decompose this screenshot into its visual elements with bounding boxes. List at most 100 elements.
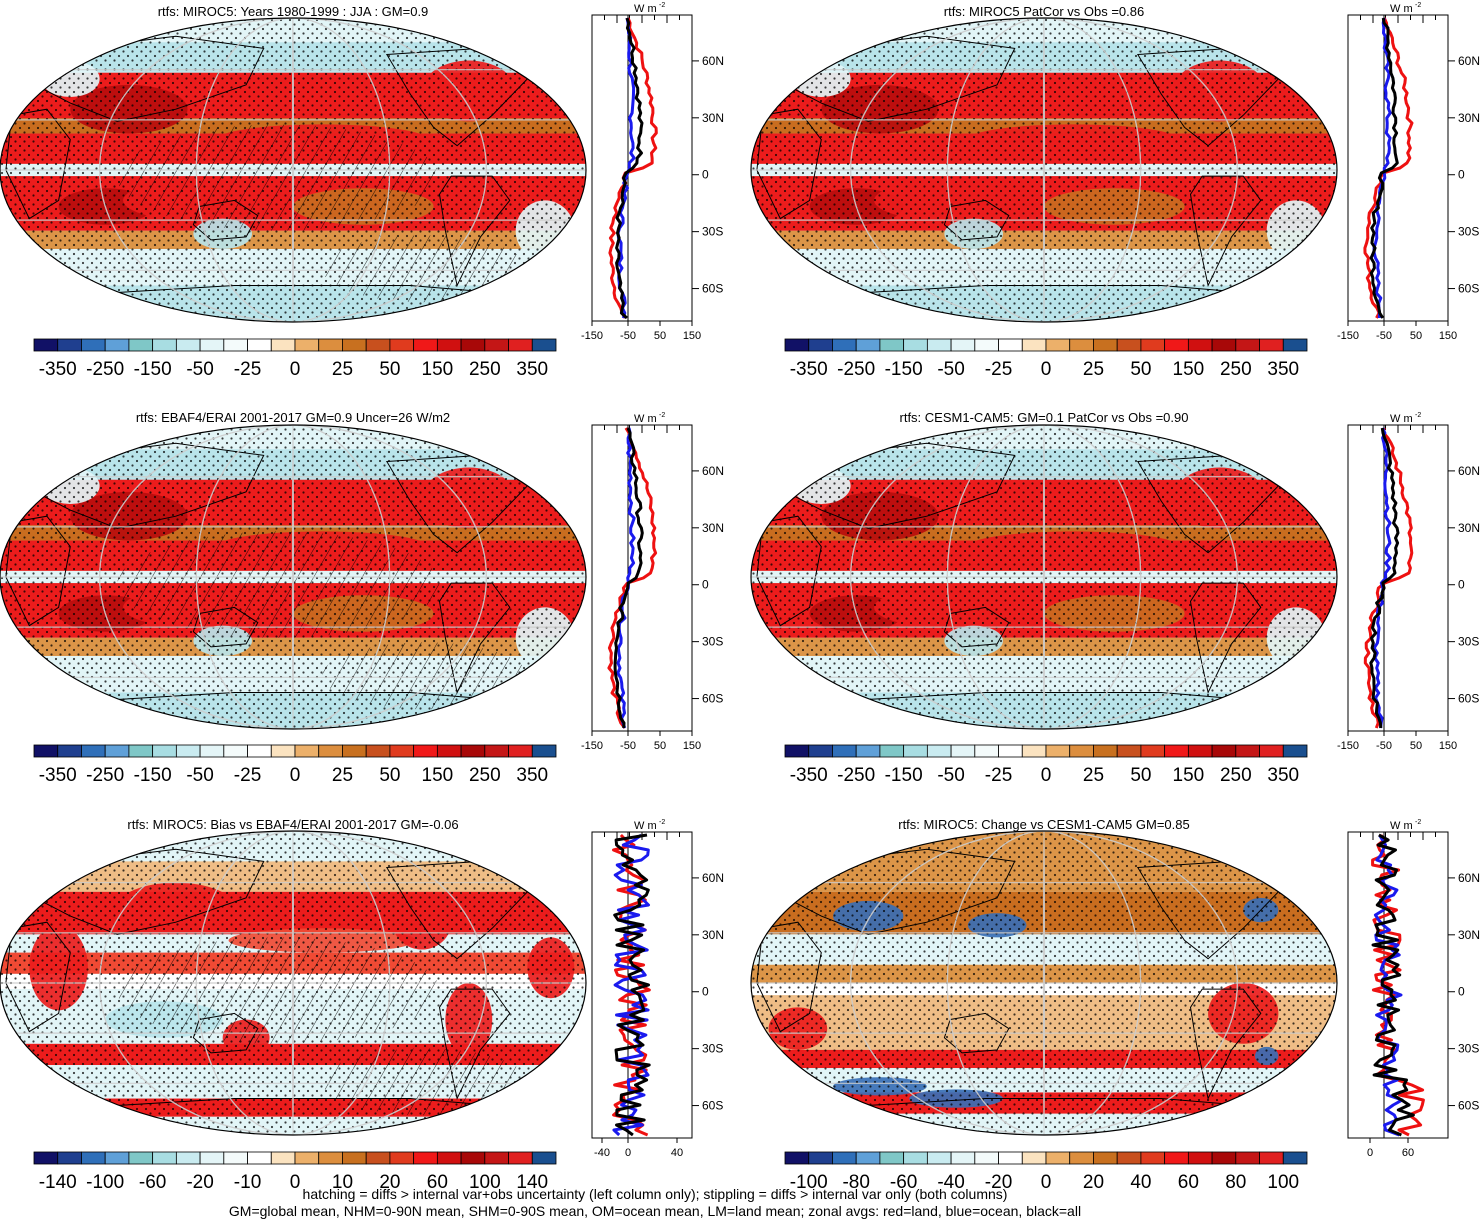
zonal-lat-label: 60S bbox=[1458, 282, 1479, 296]
map-field bbox=[0, 831, 586, 1135]
zonal-lat-label: 30N bbox=[1458, 521, 1480, 535]
colorbar-swatch bbox=[247, 338, 272, 352]
colorbar-swatch bbox=[365, 744, 391, 758]
colorbar-swatch bbox=[199, 1151, 225, 1165]
colorbar-swatch bbox=[81, 744, 106, 758]
zonal-line-land bbox=[607, 427, 658, 729]
zonal-lat-label: 30N bbox=[702, 928, 724, 942]
map-field bbox=[0, 18, 586, 322]
colorbar-swatch bbox=[950, 338, 976, 352]
map-outline bbox=[0, 424, 587, 730]
colorbar-label: -60 bbox=[139, 1172, 166, 1193]
colorbar-label: 50 bbox=[1130, 359, 1151, 380]
zonal-lat-label: 0 bbox=[1458, 985, 1465, 999]
zonal-line-ocean bbox=[1372, 427, 1392, 729]
graticule bbox=[0, 425, 586, 729]
graticule-lon bbox=[1042, 18, 1046, 322]
colorbar-label: 20 bbox=[379, 1172, 400, 1193]
map-field bbox=[751, 425, 1337, 729]
colorbar-swatch bbox=[998, 744, 1023, 758]
colorbar-swatch bbox=[175, 338, 201, 352]
colorbar-swatch bbox=[974, 338, 999, 352]
colorbar-label: 25 bbox=[332, 359, 353, 380]
colorbar-swatch bbox=[247, 744, 272, 758]
panel-2: rtfs: MIROC5 PatCor vs Obs =0.86 W m -2 60N… bbox=[750, 2, 1480, 380]
zonal-xtick-label: -150 bbox=[581, 740, 603, 752]
colorbar-swatch bbox=[270, 338, 296, 352]
colorbar-swatch bbox=[270, 744, 296, 758]
zonal-lat-label: 30S bbox=[702, 1042, 723, 1056]
zonal-lat-label: 30N bbox=[1458, 928, 1480, 942]
map-outline bbox=[0, 830, 587, 1136]
zonal-units-sup: -2 bbox=[1415, 819, 1421, 826]
graticule-lon bbox=[99, 425, 487, 729]
colorbar-swatch bbox=[294, 338, 320, 352]
colorbar-swatch bbox=[199, 744, 225, 758]
colorbar-label: 350 bbox=[516, 765, 548, 786]
colorbar-swatch bbox=[57, 1151, 82, 1165]
colorbar-swatch bbox=[1093, 744, 1118, 758]
colorbar-swatch bbox=[879, 1151, 905, 1165]
graticule-lon bbox=[946, 831, 1142, 1135]
colorbar-swatch bbox=[1259, 338, 1284, 352]
colorbar-swatch bbox=[903, 744, 928, 758]
zonal-lat-label: 30N bbox=[702, 521, 724, 535]
colorbar-label: 150 bbox=[422, 359, 454, 380]
zonal-units-sup: -2 bbox=[659, 819, 665, 826]
zonal-lat-label: 60N bbox=[702, 54, 724, 68]
colorbar-swatch bbox=[1093, 1151, 1118, 1165]
colorbar-label: 0 bbox=[290, 1172, 301, 1193]
colorbar-swatch bbox=[1282, 1151, 1308, 1165]
zonal-xtick-label: 150 bbox=[683, 740, 701, 752]
colorbar-label: -250 bbox=[837, 765, 875, 786]
zonal-line-land bbox=[1363, 17, 1414, 319]
colorbar-swatch bbox=[508, 338, 533, 352]
zonal-xtick-label: -50 bbox=[1376, 330, 1392, 342]
colorbar-swatch bbox=[855, 338, 881, 352]
colorbar-label: -80 bbox=[842, 1172, 869, 1193]
colorbar-label: 25 bbox=[332, 765, 353, 786]
colorbar-swatch bbox=[199, 338, 225, 352]
zonal-lat-label: 60S bbox=[1458, 1099, 1479, 1113]
zonal-line-land bbox=[608, 17, 658, 319]
colorbar-label: -250 bbox=[86, 359, 124, 380]
zonal-lat-label: 60N bbox=[702, 871, 724, 885]
zonal-units-sup: -2 bbox=[659, 412, 665, 419]
colorbar-label: 80 bbox=[1225, 1172, 1246, 1193]
colorbar-swatch bbox=[1164, 338, 1189, 352]
hatching bbox=[117, 531, 440, 638]
colorbar-swatch bbox=[318, 744, 343, 758]
colorbar-swatch bbox=[223, 1151, 248, 1165]
colorbar-swatch bbox=[1259, 744, 1284, 758]
colorbar-label: -350 bbox=[790, 359, 828, 380]
colorbar-swatch bbox=[903, 338, 928, 352]
zonal-xtick-label: 40 bbox=[671, 1147, 683, 1159]
map-outline bbox=[750, 424, 1338, 730]
colorbar-swatch bbox=[1235, 744, 1260, 758]
colorbar-swatch bbox=[104, 744, 130, 758]
zonal-lat-label: 30S bbox=[1458, 1042, 1479, 1056]
colorbar-label: -50 bbox=[186, 765, 213, 786]
footer-caption: hatching = diffs > internal var+obs unce… bbox=[0, 1186, 1310, 1220]
colorbar-label: -40 bbox=[937, 1172, 964, 1193]
graticule-lon bbox=[1042, 425, 1046, 729]
colorbar-swatch bbox=[531, 1151, 557, 1165]
zonal-lat-label: 60N bbox=[702, 464, 724, 478]
zonal-lat-label: 30S bbox=[1458, 225, 1479, 239]
colorbar-swatch bbox=[1164, 744, 1189, 758]
colorbar-swatch bbox=[342, 1151, 367, 1165]
colorbar-label: -150 bbox=[885, 359, 923, 380]
colorbar-swatch bbox=[104, 338, 130, 352]
colorbar-swatch bbox=[318, 338, 343, 352]
hatching bbox=[117, 937, 440, 1044]
zonal-line-ocean bbox=[612, 833, 650, 1137]
colorbar-label: 60 bbox=[427, 1172, 448, 1193]
colorbar-swatch bbox=[1045, 744, 1071, 758]
colorbar-swatch bbox=[484, 338, 509, 352]
colorbar-swatch bbox=[784, 744, 810, 758]
colorbar-swatch bbox=[879, 338, 905, 352]
colorbar-swatch bbox=[223, 338, 248, 352]
colorbar-swatch bbox=[436, 744, 462, 758]
zonal-lat-label: 0 bbox=[702, 578, 709, 592]
colorbar-swatch bbox=[389, 1151, 415, 1165]
